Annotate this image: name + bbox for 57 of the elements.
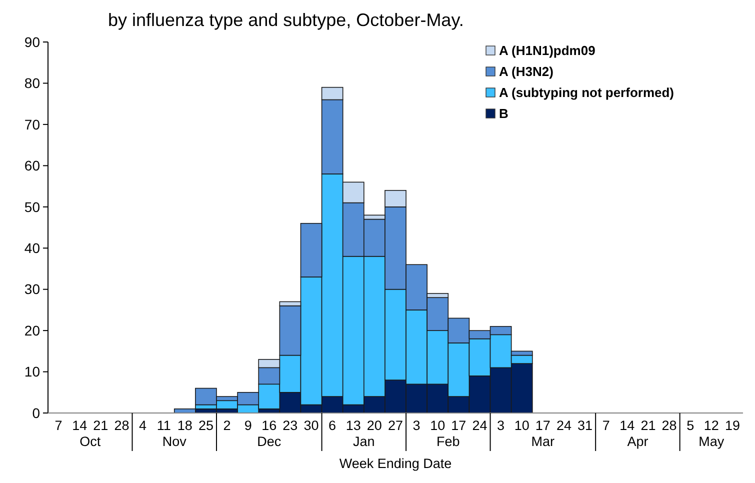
text: Nov bbox=[162, 434, 187, 449]
x-tick-label: 3 bbox=[412, 418, 420, 433]
y-tick-label: 20 bbox=[24, 322, 40, 338]
x-tick-label: 21 bbox=[640, 418, 656, 433]
x-tick-label: 20 bbox=[366, 418, 382, 433]
x-tick-label: 25 bbox=[198, 418, 214, 433]
x-tick-label: 10 bbox=[430, 418, 446, 433]
x-tick-label: 17 bbox=[451, 418, 466, 433]
y-tick-label: 10 bbox=[24, 364, 40, 380]
x-tick-label: 10 bbox=[514, 418, 530, 433]
x-tick-label: 21 bbox=[93, 418, 108, 433]
x-tick-label: 28 bbox=[662, 418, 677, 433]
x-tick-label: 23 bbox=[282, 418, 298, 433]
text: Jan bbox=[353, 434, 375, 449]
legend-label: A (H1N1)pdm09 bbox=[499, 43, 596, 58]
y-tick-label: 90 bbox=[24, 34, 40, 50]
legend-label: B bbox=[499, 106, 508, 121]
y-tick-label: 0 bbox=[32, 404, 40, 421]
x-tick-label: 12 bbox=[704, 418, 719, 433]
text: May bbox=[698, 434, 724, 449]
x-tick-label: 11 bbox=[156, 418, 171, 433]
text: Feb bbox=[436, 434, 460, 449]
legend-label: A (subtyping not performed) bbox=[499, 85, 674, 100]
x-tick-label: 9 bbox=[244, 418, 252, 433]
x-tick-label: 7 bbox=[602, 418, 610, 433]
x-tick-label: 3 bbox=[497, 418, 505, 433]
y-tick-label: 40 bbox=[24, 240, 40, 256]
y-tick-label: 60 bbox=[24, 158, 40, 174]
text: Dec bbox=[257, 434, 282, 449]
x-tick-label: 2 bbox=[223, 418, 231, 433]
x-tick-label: 6 bbox=[328, 418, 336, 433]
x-axis-title: Week Ending Date bbox=[339, 456, 452, 471]
x-tick-label: 13 bbox=[346, 418, 361, 433]
x-tick-label: 5 bbox=[686, 418, 694, 433]
x-tick-label: 17 bbox=[535, 418, 550, 433]
x-tick-label: 28 bbox=[114, 418, 130, 433]
x-tick-label: 30 bbox=[304, 418, 319, 433]
x-tick-label: 19 bbox=[724, 418, 740, 433]
y-tick-label: 50 bbox=[24, 198, 40, 215]
y-tick-label: 30 bbox=[24, 281, 40, 298]
x-tick-label: 14 bbox=[620, 418, 636, 433]
x-tick-label: 18 bbox=[177, 418, 192, 433]
x-tick-label: 16 bbox=[262, 418, 277, 433]
x-tick-label: 24 bbox=[472, 418, 488, 433]
y-tick-label: 80 bbox=[24, 75, 40, 92]
legend-label: A (H3N2) bbox=[499, 64, 554, 79]
text: Apr bbox=[627, 434, 649, 449]
x-tick-label: 7 bbox=[54, 418, 62, 433]
x-tick-label: 24 bbox=[556, 418, 572, 433]
chart-title: by influenza type and subtype, October-May. bbox=[108, 10, 464, 30]
x-tick-label: 4 bbox=[139, 418, 148, 433]
text: Oct bbox=[80, 434, 101, 449]
x-tick-label: 27 bbox=[388, 418, 404, 433]
text: Mar bbox=[531, 434, 556, 449]
x-tick-label: 31 bbox=[578, 418, 593, 433]
x-tick-label: 14 bbox=[72, 418, 88, 433]
y-tick-label: 70 bbox=[24, 116, 40, 132]
